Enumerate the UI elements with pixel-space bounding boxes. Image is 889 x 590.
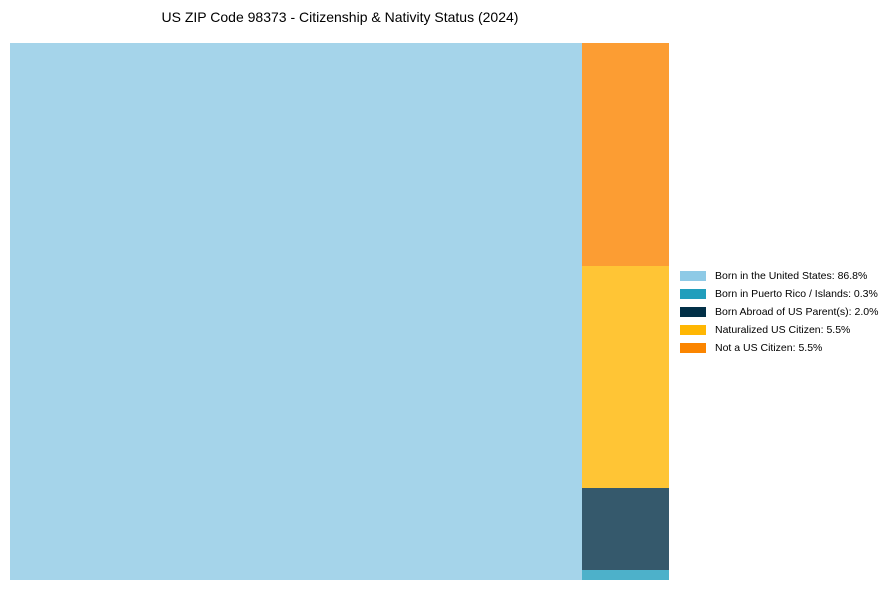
tile-naturalized xyxy=(582,266,669,488)
legend-item: Not a US Citizen: 5.5% xyxy=(680,339,878,357)
legend-item: Born Abroad of US Parent(s): 2.0% xyxy=(680,303,878,321)
tile-born-abroad xyxy=(582,488,669,570)
legend-item: Born in the United States: 86.8% xyxy=(680,267,878,285)
legend: Born in the United States: 86.8% Born in… xyxy=(680,267,878,357)
legend-swatch xyxy=(680,343,706,353)
tile-born-in-us xyxy=(10,43,582,580)
legend-label: Born in Puerto Rico / Islands: 0.3% xyxy=(715,288,878,300)
legend-label: Naturalized US Citizen: 5.5% xyxy=(715,324,851,336)
legend-item: Naturalized US Citizen: 5.5% xyxy=(680,321,878,339)
legend-swatch xyxy=(680,271,706,281)
legend-swatch xyxy=(680,289,706,299)
legend-label: Born Abroad of US Parent(s): 2.0% xyxy=(715,306,879,318)
legend-swatch xyxy=(680,307,706,317)
legend-swatch xyxy=(680,325,706,335)
tile-puerto-rico xyxy=(582,570,669,580)
legend-label: Born in the United States: 86.8% xyxy=(715,270,868,282)
chart-title: US ZIP Code 98373 - Citizenship & Nativi… xyxy=(161,9,519,25)
legend-label: Not a US Citizen: 5.5% xyxy=(715,342,823,354)
tile-not-us-citizen xyxy=(582,43,669,266)
legend-item: Born in Puerto Rico / Islands: 0.3% xyxy=(680,285,878,303)
